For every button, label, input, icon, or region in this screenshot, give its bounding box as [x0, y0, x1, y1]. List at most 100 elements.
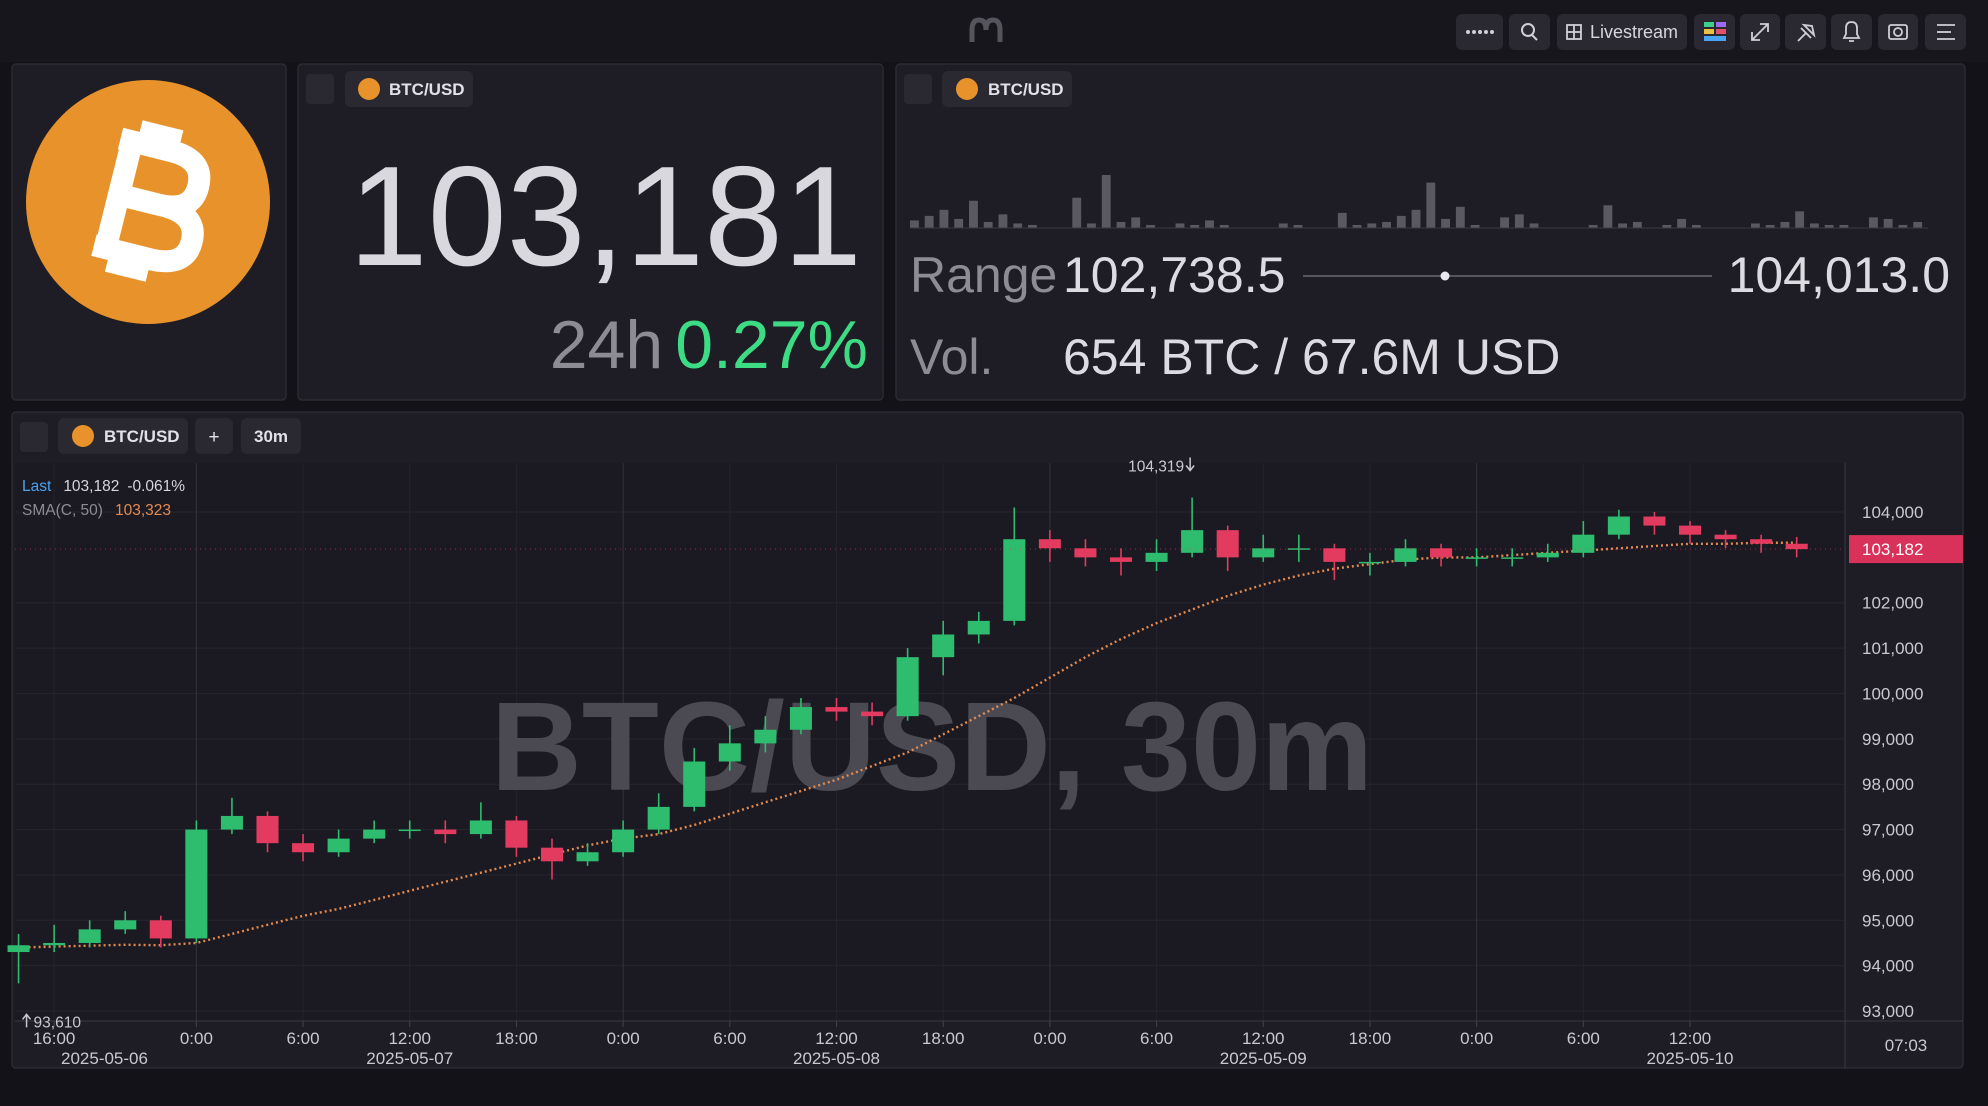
candle-body — [1145, 552, 1168, 562]
y-tick-label: 96,000 — [1862, 866, 1914, 885]
candle-body — [967, 620, 990, 635]
candle-body — [1678, 525, 1702, 535]
candle-body — [612, 829, 635, 853]
x-tick-label: 0:00 — [1460, 1029, 1493, 1048]
volume-bar — [1382, 221, 1391, 228]
volume-bar — [1500, 217, 1509, 228]
range-low: 102,738.5 — [1063, 247, 1285, 303]
candle-body — [149, 920, 172, 939]
volume-bar — [1396, 215, 1406, 228]
range-panel — [895, 63, 1966, 401]
screenshot-button[interactable] — [1878, 14, 1918, 50]
candle-body — [363, 829, 386, 839]
y-tick-label: 99,000 — [1862, 730, 1914, 749]
pair-chip[interactable] — [345, 71, 473, 107]
range-label: Range — [910, 247, 1057, 303]
volume-bar — [1662, 224, 1672, 228]
last-price-label: 103,182 — [1862, 540, 1923, 559]
volume-bar — [1116, 221, 1126, 228]
candle-body — [220, 815, 243, 830]
x-tick-label: 6:00 — [1567, 1029, 1600, 1048]
legend-last-change: -0.061% — [127, 478, 185, 495]
x-date-label: 2025-05-07 — [366, 1049, 453, 1068]
volume-bar — [969, 200, 978, 228]
candle-body — [1750, 539, 1773, 544]
panel-handle[interactable] — [20, 422, 48, 452]
alerts-button[interactable] — [1831, 14, 1872, 50]
volume-bar — [1072, 197, 1082, 228]
volume-bar — [1795, 211, 1805, 228]
x-tick-label: 0:00 — [180, 1029, 213, 1048]
y-tick-label: 104,000 — [1862, 503, 1923, 522]
y-tick-label: 95,000 — [1862, 911, 1914, 930]
volume-bar — [1367, 223, 1377, 228]
candle-body — [540, 847, 564, 862]
x-tick-label: 12:00 — [388, 1029, 431, 1048]
coin-icon — [358, 78, 380, 100]
y-tick-label: 98,000 — [1862, 775, 1914, 794]
panel-handle[interactable] — [904, 74, 932, 104]
clock: 07:03 — [1885, 1036, 1928, 1055]
volume-bar — [1809, 223, 1819, 228]
layout-icon — [1704, 22, 1726, 41]
legend-last-label: Last — [22, 478, 52, 495]
candle-body — [1714, 534, 1737, 540]
camera-icon — [1888, 24, 1908, 40]
candle-body — [292, 843, 315, 853]
volume-bar — [998, 214, 1008, 228]
volume-bar — [1278, 223, 1288, 228]
volume-bar — [1146, 224, 1155, 228]
livestream-label: Livestream — [1590, 22, 1678, 42]
volume-bar — [1750, 223, 1760, 228]
candle-body — [1536, 552, 1559, 558]
volume-bar — [1691, 224, 1701, 228]
volume-bar — [1101, 175, 1111, 228]
candle-body — [1607, 516, 1630, 535]
livestream-button[interactable] — [1557, 14, 1687, 50]
candle-body — [1109, 557, 1133, 562]
y-tick-label: 100,000 — [1862, 684, 1923, 703]
volume-bar — [939, 209, 949, 228]
pair-chip[interactable] — [942, 71, 1072, 107]
volume-bar — [1087, 223, 1096, 228]
change-period: 24h — [550, 307, 663, 383]
candle-body — [1394, 548, 1417, 562]
add-button[interactable] — [195, 418, 233, 454]
low-marker-label: 93,610 — [34, 1014, 82, 1031]
interval-button[interactable] — [241, 418, 301, 454]
candle-body — [114, 920, 137, 930]
top-bar — [0, 0, 1988, 62]
volume-bar — [1190, 224, 1200, 228]
volume-value: 654 BTC / 67.6M USD — [1063, 329, 1560, 385]
x-tick-label: 6:00 — [1140, 1029, 1173, 1048]
volume-bar — [1470, 224, 1480, 228]
search-icon — [1521, 23, 1538, 41]
candle-body — [1643, 516, 1666, 526]
pair-chip[interactable] — [58, 418, 188, 454]
x-tick-label: 12:00 — [815, 1029, 858, 1048]
candle-body — [647, 806, 670, 830]
add-label: + — [208, 427, 219, 448]
candle-body — [932, 634, 955, 658]
app-logo[interactable] — [969, 17, 1003, 42]
y-tick-label: 97,000 — [1862, 821, 1914, 840]
volume-bar — [1337, 212, 1347, 228]
menu-icon — [1937, 24, 1955, 40]
candle-body — [1181, 530, 1204, 553]
candle-body — [256, 815, 279, 844]
candle-body — [78, 929, 101, 943]
change-line: 24h 0.27% — [550, 307, 868, 383]
sma-line — [18, 541, 1797, 949]
layout-button[interactable] — [1694, 14, 1735, 50]
x-tick-label: 6:00 — [713, 1029, 746, 1048]
volume-bar — [1411, 209, 1421, 228]
panel-handle[interactable] — [306, 74, 334, 104]
candle-body — [1358, 561, 1381, 564]
search-button[interactable] — [1509, 14, 1550, 50]
interval-label: 30m — [254, 427, 288, 446]
volume-bar — [1677, 218, 1687, 228]
y-tick-label: 94,000 — [1862, 957, 1914, 976]
candle-body — [896, 657, 919, 717]
volume-bar — [1868, 217, 1878, 228]
